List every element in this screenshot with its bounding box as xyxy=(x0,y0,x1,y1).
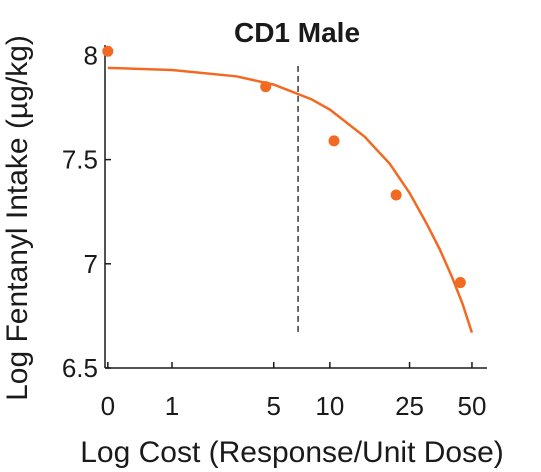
y-tick-label: 8 xyxy=(84,40,98,70)
x-tick-label: 50 xyxy=(457,391,486,421)
y-axis-label: Log Fentanyl Intake (µg/kg) xyxy=(1,35,34,401)
plot-area: 6.5 7 7.5 8 0 1 5 10 25 50 xyxy=(62,40,487,421)
chart-title: CD1 Male xyxy=(234,17,360,48)
data-point xyxy=(390,189,402,201)
x-tick-label: 0 xyxy=(101,391,115,421)
fit-curve xyxy=(107,66,474,333)
y-tick-label: 6.5 xyxy=(62,353,98,383)
y-tick-label: 7.5 xyxy=(62,145,98,175)
data-point xyxy=(328,135,340,147)
data-point xyxy=(454,277,466,289)
x-tick-label: 10 xyxy=(315,391,344,421)
data-point xyxy=(102,45,114,57)
x-tick-label: 25 xyxy=(395,391,424,421)
x-tick-label: 5 xyxy=(267,391,281,421)
y-tick-label: 7 xyxy=(84,249,98,279)
x-axis-label: Log Cost (Response/Unit Dose) xyxy=(80,436,504,469)
data-point xyxy=(260,81,272,93)
x-tick-label: 1 xyxy=(165,391,179,421)
